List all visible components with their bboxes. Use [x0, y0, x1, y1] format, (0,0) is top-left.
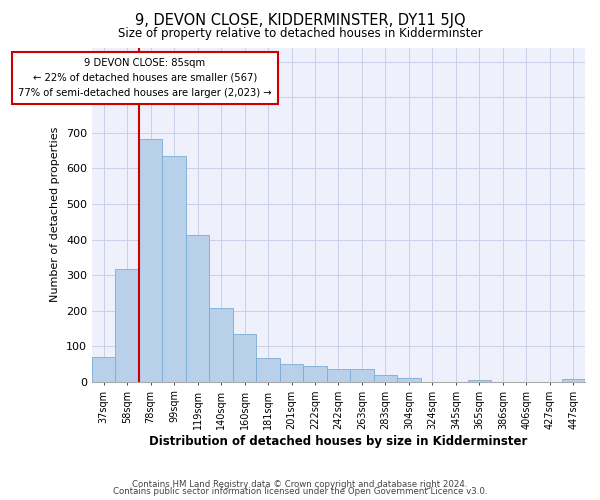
Bar	[303, 366, 327, 382]
Bar	[139, 139, 163, 382]
Y-axis label: Number of detached properties: Number of detached properties	[50, 127, 61, 302]
Text: Contains public sector information licensed under the Open Government Licence v3: Contains public sector information licen…	[113, 487, 487, 496]
Bar	[280, 364, 303, 382]
Bar	[92, 357, 115, 382]
Text: Contains HM Land Registry data © Crown copyright and database right 2024.: Contains HM Land Registry data © Crown c…	[132, 480, 468, 489]
X-axis label: Distribution of detached houses by size in Kidderminster: Distribution of detached houses by size …	[149, 434, 527, 448]
Text: 9 DEVON CLOSE: 85sqm
← 22% of detached houses are smaller (567)
77% of semi-deta: 9 DEVON CLOSE: 85sqm ← 22% of detached h…	[18, 58, 272, 98]
Bar	[233, 334, 256, 382]
Bar	[163, 156, 186, 382]
Bar	[350, 370, 374, 382]
Bar	[374, 374, 397, 382]
Bar	[209, 308, 233, 382]
Bar	[397, 378, 421, 382]
Bar	[562, 380, 585, 382]
Bar	[327, 370, 350, 382]
Bar	[467, 380, 491, 382]
Bar	[186, 236, 209, 382]
Bar	[115, 268, 139, 382]
Text: 9, DEVON CLOSE, KIDDERMINSTER, DY11 5JQ: 9, DEVON CLOSE, KIDDERMINSTER, DY11 5JQ	[134, 12, 466, 28]
Bar	[256, 358, 280, 382]
Text: Size of property relative to detached houses in Kidderminster: Size of property relative to detached ho…	[118, 28, 482, 40]
